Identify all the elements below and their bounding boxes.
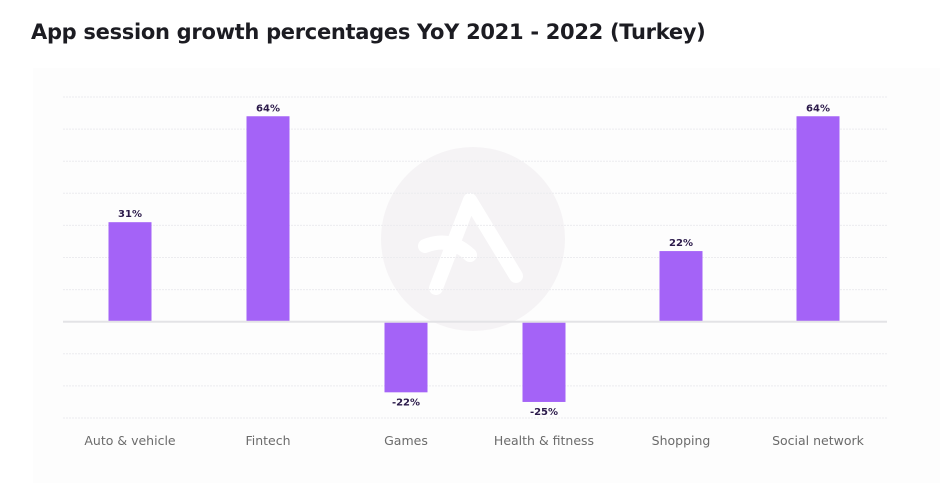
category-label: Social network	[772, 433, 865, 448]
category-label: Auto & vehicle	[84, 433, 176, 448]
bar	[659, 251, 703, 322]
category-label: Fintech	[245, 433, 290, 448]
bar	[384, 321, 428, 393]
data-label: 64%	[256, 103, 280, 114]
category-label: Health & fitness	[494, 433, 594, 448]
data-label: -25%	[530, 407, 558, 418]
bar	[522, 321, 566, 402]
gridlines	[63, 96, 887, 419]
category-label: Games	[384, 433, 428, 448]
value-labels: 31% 64% -22% -25% 22% 64%	[118, 103, 830, 418]
category-label: Shopping	[652, 433, 711, 448]
bar	[246, 116, 290, 322]
category-labels: Auto & vehicle Fintech Games Health & fitne…	[84, 433, 864, 448]
data-label: 64%	[806, 103, 830, 114]
chart-title: App session growth percentages YoY 2021 …	[31, 20, 706, 44]
data-label: 22%	[669, 238, 693, 249]
watermark-logo-icon	[381, 147, 565, 331]
bar	[796, 116, 840, 322]
data-label: -22%	[392, 397, 420, 408]
data-label: 31%	[118, 209, 142, 220]
bar	[108, 222, 152, 322]
bars	[108, 116, 840, 402]
